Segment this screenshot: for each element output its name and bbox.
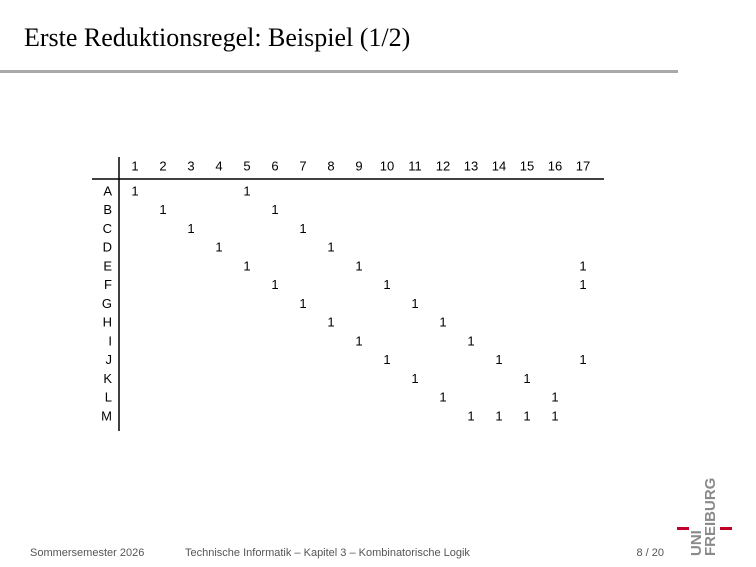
- row-label: A: [103, 183, 112, 198]
- cell: 1: [243, 183, 250, 198]
- cell: 1: [467, 333, 474, 348]
- column-header: 13: [464, 158, 478, 173]
- cell: 1: [355, 258, 362, 273]
- cell: 1: [439, 315, 446, 330]
- cell: 1: [523, 408, 530, 423]
- cell: 1: [579, 258, 586, 273]
- cell: 1: [579, 277, 586, 292]
- column-header: 8: [327, 158, 334, 173]
- cell: 1: [551, 390, 558, 405]
- cell: 1: [159, 202, 166, 217]
- row-label: G: [102, 296, 112, 311]
- cell: 1: [411, 296, 418, 311]
- row-label: B: [103, 202, 112, 217]
- column-header: 3: [187, 158, 194, 173]
- column-header: 6: [271, 158, 278, 173]
- column-header: 2: [159, 158, 166, 173]
- row-label: I: [108, 333, 112, 348]
- cell: 1: [411, 371, 418, 386]
- column-header: 7: [299, 158, 306, 173]
- row-label: H: [103, 315, 112, 330]
- row-label: M: [101, 408, 112, 423]
- cell: 1: [579, 352, 586, 367]
- cell: 1: [523, 371, 530, 386]
- cell: 1: [495, 352, 502, 367]
- cell: 1: [355, 333, 362, 348]
- cell: 1: [383, 277, 390, 292]
- logo: UNI FREIBURG: [677, 478, 732, 556]
- cell: 1: [131, 183, 138, 198]
- logo-dash: [720, 527, 732, 530]
- cell: 1: [299, 221, 306, 236]
- column-header: 5: [243, 158, 250, 173]
- logo-dash: [677, 527, 689, 530]
- cell: 1: [243, 258, 250, 273]
- cell: 1: [439, 390, 446, 405]
- row-label: C: [103, 221, 112, 236]
- cell: 1: [383, 352, 390, 367]
- footer-term: Sommersemester 2026: [30, 547, 144, 559]
- cell: 1: [187, 221, 194, 236]
- column-header: 16: [548, 158, 562, 173]
- column-header: 11: [408, 158, 422, 173]
- footer-course: Technische Informatik – Kapitel 3 – Komb…: [185, 547, 470, 559]
- column-header: 4: [215, 158, 222, 173]
- row-label: F: [104, 277, 112, 292]
- cell: 1: [271, 277, 278, 292]
- cell: 1: [299, 296, 306, 311]
- row-label: E: [103, 258, 112, 273]
- footer-page: 8 / 20: [636, 547, 664, 559]
- cell: 1: [271, 202, 278, 217]
- row-label: J: [106, 352, 113, 367]
- cell: 1: [467, 408, 474, 423]
- column-header: 12: [436, 158, 450, 173]
- column-header: 14: [492, 158, 506, 173]
- logo-freiburg: FREIBURG: [702, 478, 719, 556]
- row-label: K: [103, 371, 112, 386]
- column-header: 17: [576, 158, 590, 173]
- title-rule: [0, 70, 678, 73]
- cell: 1: [327, 240, 334, 255]
- row-label: D: [103, 240, 112, 255]
- column-header: 10: [380, 158, 394, 173]
- column-header: 1: [131, 158, 138, 173]
- row-label: L: [105, 390, 112, 405]
- cell: 1: [551, 408, 558, 423]
- column-header: 9: [355, 158, 362, 173]
- slide-title: Erste Reduktionsregel: Beispiel (1/2): [24, 23, 410, 52]
- cell: 1: [495, 408, 502, 423]
- cell: 1: [327, 315, 334, 330]
- column-header: 15: [520, 158, 534, 173]
- cell: 1: [215, 240, 222, 255]
- logo-uni: UNI: [688, 530, 705, 556]
